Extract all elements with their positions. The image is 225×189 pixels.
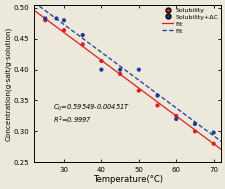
Point [136, 89, 140, 92]
Point [192, 130, 196, 133]
Point [174, 114, 177, 117]
X-axis label: Temperature(°C): Temperature(°C) [92, 175, 162, 184]
Point [54, 17, 58, 20]
Point [118, 68, 121, 71]
Point [99, 60, 103, 63]
Point [155, 94, 159, 97]
Point [136, 68, 140, 71]
Legend: Solubility, Solubility+ΔC, Fit, Fit: Solubility, Solubility+ΔC, Fit, Fit [161, 7, 218, 34]
Point [118, 72, 121, 75]
Point [174, 118, 177, 121]
Point [43, 19, 47, 22]
Point [211, 131, 214, 134]
Point [81, 43, 84, 46]
Point [192, 122, 196, 125]
Point [62, 19, 65, 22]
Point [62, 29, 65, 32]
Point [81, 34, 84, 37]
Point [211, 142, 214, 145]
Point [155, 104, 159, 107]
Point [99, 68, 103, 71]
Point [43, 17, 47, 20]
Y-axis label: Concentration(g·salt/g·solution): Concentration(g·salt/g·solution) [5, 26, 11, 141]
Text: $C_0$=0.59549-0.00451$T$
$R^2$=0.9997: $C_0$=0.59549-0.00451$T$ $R^2$=0.9997 [52, 102, 129, 126]
